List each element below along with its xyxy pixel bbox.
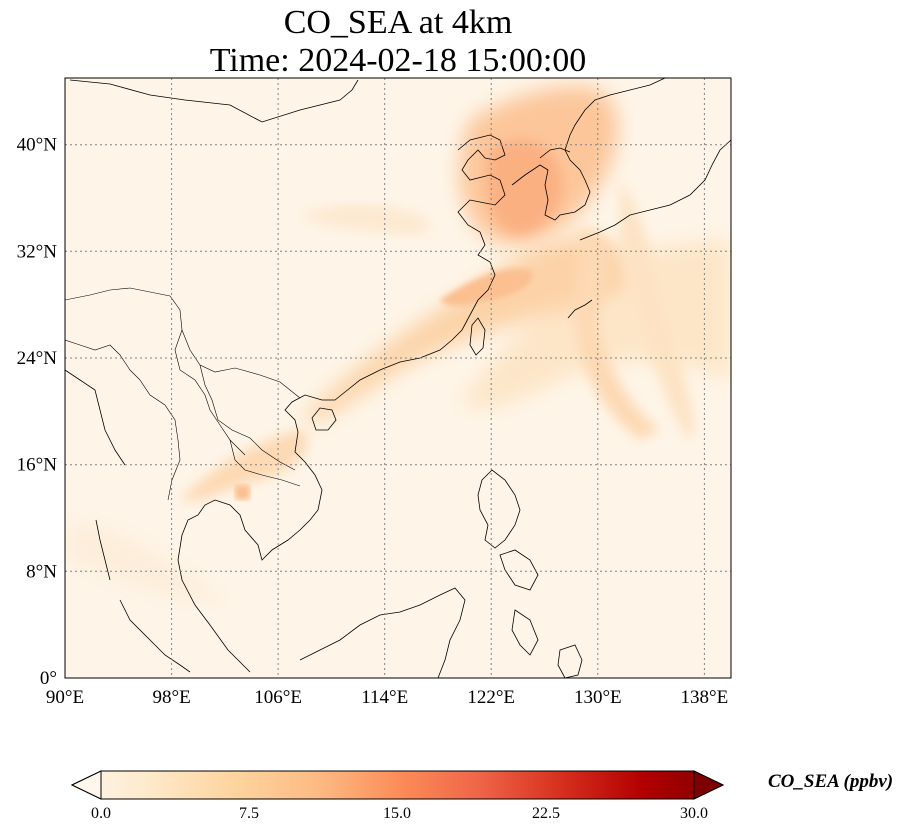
lon-tick-106e: 106°E: [254, 687, 302, 708]
lon-tick-122e: 122°E: [467, 687, 515, 708]
lon-tick-98e: 98°E: [152, 687, 190, 708]
gridlines: [65, 78, 731, 678]
colorbar-tick-7-5: 7.5: [239, 805, 259, 822]
lat-tick-24n: 24°N: [17, 348, 58, 369]
colorbar-extend-high: [693, 770, 725, 800]
map-title: CO_SEA at 4km Time: 2024-02-18 15:00:00: [0, 4, 796, 80]
lat-tick-8n: 8°N: [26, 561, 57, 582]
title-line-2: Time: 2024-02-18 15:00:00: [209, 42, 587, 79]
colorbar-extend-low: [70, 770, 102, 800]
lon-tick-90e: 90°E: [46, 687, 84, 708]
colorbar: [70, 770, 725, 800]
lat-tick-0: 0°: [40, 668, 57, 689]
lon-tick-138e: 138°E: [681, 687, 729, 708]
lat-tick-40n: 40°N: [17, 135, 58, 156]
concentration-field: [65, 86, 731, 602]
colorbar-body: [70, 770, 725, 800]
lat-tick-16n: 16°N: [17, 455, 58, 476]
map-panel: [65, 78, 731, 678]
colorbar-label: CO_SEA (ppbv): [768, 771, 894, 792]
colorbar-tick-0: 0.0: [91, 805, 111, 822]
colorbar-tick-30: 30.0: [680, 805, 708, 822]
lat-tick-labels: 0° 8°N 16°N 24°N 32°N 40°N: [17, 135, 58, 689]
lon-tick-labels: 90°E 98°E 106°E 114°E 122°E 130°E 138°E: [46, 687, 728, 708]
lon-tick-130e: 130°E: [574, 687, 622, 708]
lat-tick-32n: 32°N: [17, 241, 58, 262]
country-borders: [65, 287, 301, 501]
colorbar-tick-15: 15.0: [383, 805, 411, 822]
colorbar-tick-22-5: 22.5: [532, 805, 560, 822]
coastlines: [65, 78, 731, 678]
title-line-1: CO_SEA at 4km: [283, 4, 513, 41]
map-frame: [64, 77, 732, 679]
lon-tick-114e: 114°E: [361, 687, 408, 708]
